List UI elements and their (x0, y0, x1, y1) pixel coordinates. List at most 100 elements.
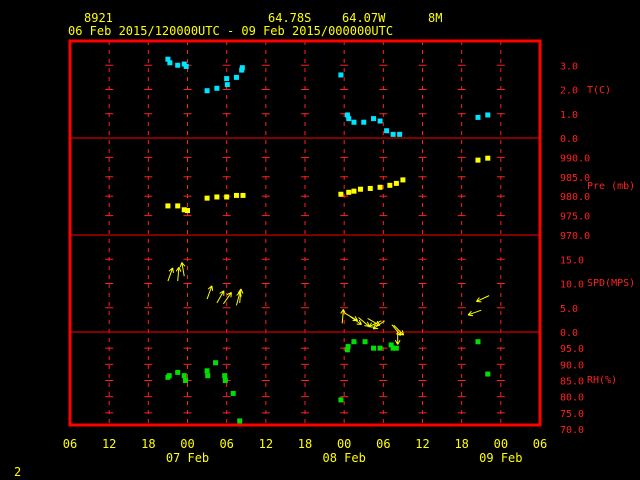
humidity-point (475, 339, 481, 345)
x-tick-label: 00 (494, 437, 508, 451)
panel-separators (70, 137, 540, 333)
humidity-point (166, 373, 172, 379)
panel-label-pressure: Pre (mb) (587, 181, 635, 192)
page-number: 2 (14, 465, 21, 479)
temperature-point (214, 85, 220, 91)
temperature-point (233, 74, 239, 80)
humidity-point (222, 378, 228, 383)
pressure-point (393, 180, 399, 186)
humidity-point (205, 373, 211, 379)
pressure-point (351, 188, 357, 194)
grid (105, 41, 505, 425)
temperature-point (371, 116, 377, 122)
temperature-point (167, 60, 173, 66)
latitude: 64.78S (268, 11, 311, 25)
longitude: 64.07W (342, 11, 386, 25)
data-marks (165, 56, 491, 424)
pressure-point (338, 191, 344, 197)
wind-arrow (175, 266, 182, 282)
x-tick-label: 18 (454, 437, 468, 451)
panel-label-temperature: T(C) (587, 85, 611, 96)
pressure-point (214, 194, 220, 200)
wind-arrow (475, 295, 490, 303)
pressure-point (224, 194, 230, 200)
pressure-point (485, 155, 491, 161)
x-tick-label: 00 (180, 437, 194, 451)
pressure-point (233, 192, 239, 198)
x-tick-label: 18 (298, 437, 312, 451)
humidity-point (181, 373, 187, 379)
pressure-point (165, 203, 171, 209)
y-tick-label: 0.0 (560, 134, 578, 145)
humidity-point (388, 342, 394, 348)
y-tick-label: 15.0 (560, 255, 584, 266)
humidity-point (237, 418, 243, 424)
temperature-point (384, 128, 390, 134)
pressure-point (475, 157, 481, 163)
temperature-point (390, 131, 396, 137)
temperature-point (361, 119, 367, 125)
humidity-point (485, 371, 491, 377)
x-tick-label: 06 (533, 437, 547, 451)
y-tick-label: 985.0 (560, 173, 590, 184)
x-tick-labels: 06 12 18 00 06 12 18 00 06 12 18 00 06 07 Feb 08 Feb 09… (63, 437, 547, 465)
temperature-point (346, 116, 352, 122)
panel-label-humidity: RH(%) (587, 375, 617, 386)
x-tick-label: 00 (337, 437, 351, 451)
date-label: 08 Feb (322, 451, 365, 465)
humidity-point (351, 339, 357, 345)
x-tick-label: 06 (63, 437, 77, 451)
humidity-point (204, 368, 210, 374)
elevation: 8M (428, 11, 442, 25)
humidity-point (213, 360, 219, 366)
y-tick-label: 85.0 (560, 377, 584, 388)
date-label: 09 Feb (479, 451, 522, 465)
y-tick-label: 1.0 (560, 110, 578, 121)
humidity-point (377, 345, 383, 351)
temperature-point (344, 112, 350, 118)
y-tick-label: 990.0 (560, 153, 590, 164)
temperature-point (377, 118, 383, 124)
wind-arrow (216, 290, 225, 304)
pressure-point (175, 203, 181, 209)
temperature-point (165, 56, 171, 62)
y-tick-label: 95.0 (560, 344, 584, 355)
humidity-point (222, 373, 228, 379)
y-tick-label: 0.0 (560, 328, 578, 339)
y-tick-label: 980.0 (560, 192, 590, 203)
wind-arrow (179, 262, 186, 277)
wind-arrow (368, 320, 382, 328)
humidity-point (393, 345, 399, 351)
humidity-point (371, 345, 377, 351)
y-tick-label: 975.0 (560, 212, 590, 223)
y-tick-labels: 0.0 1.0 2.0 3.0 T(C) 970.0 975.0 980.0 985.0 990.… (560, 61, 635, 436)
humidity-point (175, 369, 181, 375)
temperature-point (175, 62, 181, 68)
x-tick-label: 12 (259, 437, 273, 451)
y-tick-label: 90.0 (560, 360, 584, 371)
panel-label-wind: SPD(MPS) (587, 278, 635, 289)
x-tick-label: 12 (415, 437, 429, 451)
wind-arrow (393, 324, 405, 336)
temperature-point (224, 76, 230, 82)
wind-arrow (349, 316, 362, 326)
date-label: 07 Feb (166, 451, 209, 465)
y-tick-label: 970.0 (560, 231, 590, 242)
pressure-point (357, 186, 363, 192)
wind-arrow (222, 291, 232, 305)
x-tick-label: 06 (219, 437, 233, 451)
temperature-point (485, 112, 491, 118)
pressure-point (346, 189, 352, 195)
y-tick-label: 5.0 (560, 304, 578, 315)
humidity-point (183, 378, 189, 383)
y-tick-label: 80.0 (560, 393, 584, 404)
wind-arrow (372, 320, 385, 330)
wind-arrow (206, 285, 214, 300)
wind-arrow (467, 309, 482, 317)
temperature-point (183, 63, 189, 69)
pressure-point (387, 182, 393, 188)
y-tick-label: 75.0 (560, 409, 584, 420)
humidity-point (390, 345, 396, 351)
